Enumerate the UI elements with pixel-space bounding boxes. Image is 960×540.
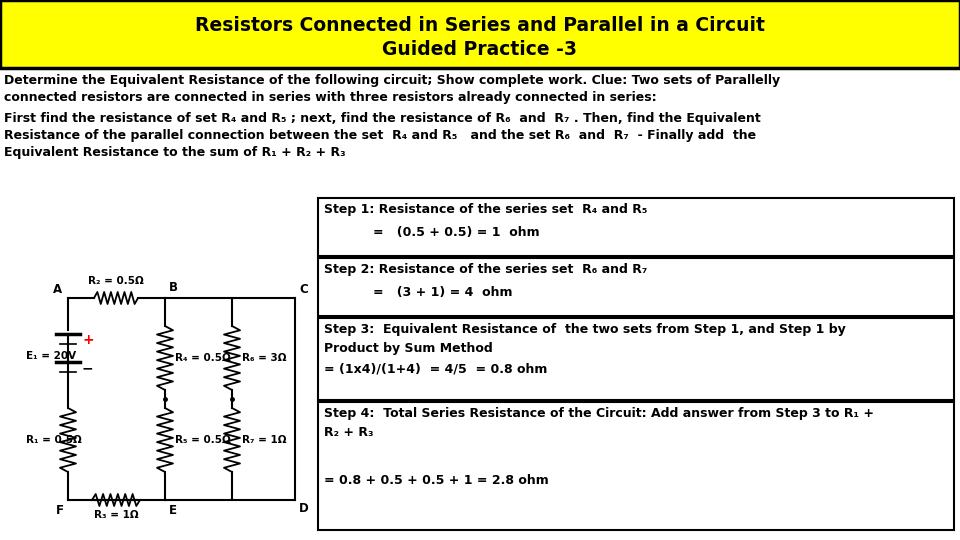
Text: R₅ = 0.5Ω: R₅ = 0.5Ω (175, 435, 230, 445)
Text: F: F (56, 504, 64, 517)
Text: R₁ = 0.5Ω: R₁ = 0.5Ω (26, 435, 82, 445)
Text: E₁ = 20V: E₁ = 20V (26, 351, 76, 361)
Text: R₂ + R₃: R₂ + R₃ (324, 426, 373, 439)
Text: −: − (82, 361, 94, 375)
Text: Product by Sum Method: Product by Sum Method (324, 342, 492, 355)
Text: D: D (299, 502, 309, 515)
Text: R₂ = 0.5Ω: R₂ = 0.5Ω (88, 276, 144, 286)
Text: Step 3:  Equivalent Resistance of  the two sets from Step 1, and Step 1 by: Step 3: Equivalent Resistance of the two… (324, 323, 846, 336)
Text: Guided Practice -3: Guided Practice -3 (382, 40, 578, 59)
Text: First find the resistance of set R₄ and R₅ ; next, find the resistance of R₆  an: First find the resistance of set R₄ and … (4, 112, 760, 125)
Text: = 0.8 + 0.5 + 0.5 + 1 = 2.8 ohm: = 0.8 + 0.5 + 0.5 + 1 = 2.8 ohm (324, 474, 549, 487)
Text: Step 2: Resistance of the series set  R₆ and R₇: Step 2: Resistance of the series set R₆ … (324, 263, 647, 276)
Text: A: A (53, 283, 62, 296)
Text: E: E (169, 504, 177, 517)
Text: Determine the Equivalent Resistance of the following circuit; Show complete work: Determine the Equivalent Resistance of t… (4, 74, 780, 87)
Text: Step 4:  Total Series Resistance of the Circuit: Add answer from Step 3 to R₁ +: Step 4: Total Series Resistance of the C… (324, 407, 874, 420)
Text: B: B (169, 281, 178, 294)
Text: Resistance of the parallel connection between the set  R₄ and R₅   and the set R: Resistance of the parallel connection be… (4, 129, 756, 142)
Text: R₇ = 1Ω: R₇ = 1Ω (242, 435, 286, 445)
Bar (318, 198, 954, 256)
Text: =   (3 + 1) = 4  ohm: = (3 + 1) = 4 ohm (373, 286, 513, 299)
Bar (318, 318, 954, 400)
Text: R₆ = 3Ω: R₆ = 3Ω (242, 353, 286, 363)
Text: Equivalent Resistance to the sum of R₁ + R₂ + R₃: Equivalent Resistance to the sum of R₁ +… (4, 146, 346, 159)
Text: =   (0.5 + 0.5) = 1  ohm: = (0.5 + 0.5) = 1 ohm (373, 226, 540, 239)
Text: +: + (82, 333, 94, 347)
Bar (318, 258, 954, 316)
Text: = (1x4)/(1+4)  = 4/5  = 0.8 ohm: = (1x4)/(1+4) = 4/5 = 0.8 ohm (324, 363, 547, 376)
Text: Resistors Connected in Series and Parallel in a Circuit: Resistors Connected in Series and Parall… (195, 16, 765, 35)
Text: R₃ = 1Ω: R₃ = 1Ω (94, 510, 138, 520)
Bar (318, 402, 954, 530)
Bar (0, 0, 960, 68)
Text: Step 1: Resistance of the series set  R₄ and R₅: Step 1: Resistance of the series set R₄ … (324, 203, 647, 216)
Text: R₄ = 0.5Ω: R₄ = 0.5Ω (175, 353, 230, 363)
Text: connected resistors are connected in series with three resistors already connect: connected resistors are connected in ser… (4, 91, 657, 104)
Text: C: C (299, 283, 308, 296)
